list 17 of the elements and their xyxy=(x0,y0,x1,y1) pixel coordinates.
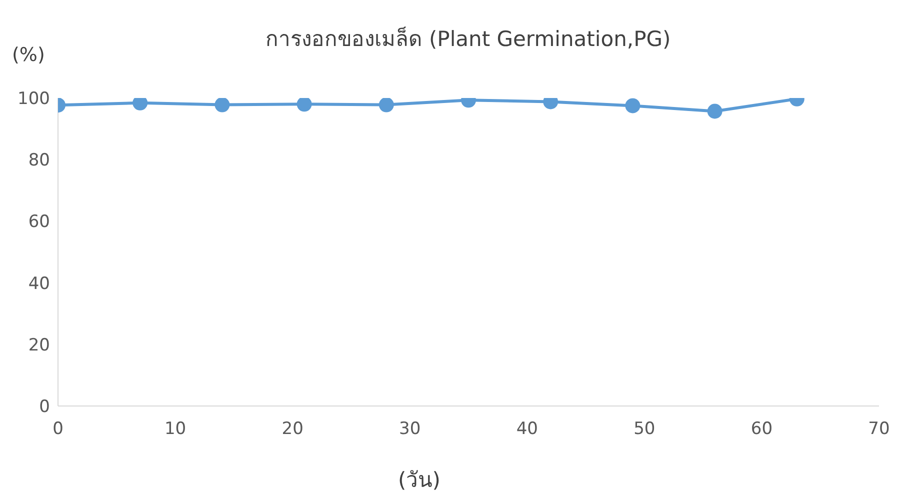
y-tick-label: 0 xyxy=(39,397,50,418)
y-axis-title: (%) xyxy=(12,44,45,66)
y-tick-label: 100 xyxy=(18,89,50,110)
x-axis-title: (วัน) xyxy=(398,467,440,493)
chart-title: การงอกของเมล็ด (Plant Germination,PG) xyxy=(264,26,672,53)
x-tick-label: 50 xyxy=(634,419,656,440)
x-tick-label: 60 xyxy=(750,419,773,440)
y-tick-label: 60 xyxy=(28,212,50,232)
y-tick-label: 80 xyxy=(28,150,50,171)
x-tick-label: 10 xyxy=(164,419,186,440)
x-tick-label: 30 xyxy=(399,419,421,440)
x-tick-label: 0 xyxy=(52,419,64,440)
x-tick-label: 70 xyxy=(868,419,890,440)
y-tick-label: 20 xyxy=(28,335,50,356)
x-tick-label: 40 xyxy=(516,419,538,440)
x-tick-label: 20 xyxy=(282,419,304,440)
y-tick-label: 40 xyxy=(28,274,50,294)
